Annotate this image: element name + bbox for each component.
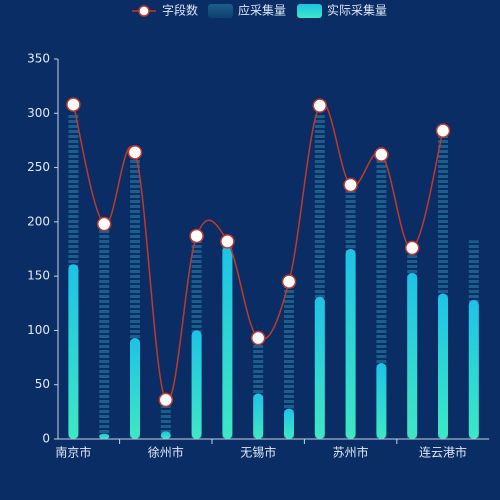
x-tick-label: 苏州市 (333, 445, 369, 460)
line-point (189, 228, 204, 244)
actual-bar (376, 363, 387, 439)
actual-bar (130, 338, 140, 439)
legend-marker (138, 5, 150, 17)
legend-label: 应采集量 (238, 3, 286, 18)
legend-swatch (208, 4, 233, 18)
line-point (404, 240, 420, 256)
line-point (312, 98, 328, 113)
actual-bar (284, 408, 294, 439)
line-point (250, 330, 266, 346)
line-point (435, 123, 451, 138)
x-tick-label: 徐州市 (148, 445, 184, 460)
y-tick-label: 250 (27, 160, 50, 174)
line-point (96, 216, 112, 232)
actual-bar (468, 300, 479, 439)
line-point (127, 145, 143, 160)
planned-bar (160, 406, 171, 439)
y-tick-label: 150 (27, 269, 50, 283)
planned-bar (376, 158, 387, 439)
line-point (220, 234, 235, 249)
y-tick-label: 100 (27, 323, 50, 337)
line-point (66, 97, 81, 112)
line-point (281, 274, 297, 289)
x-tick-label: 连云港市 (419, 445, 467, 460)
planned-bar (253, 341, 264, 439)
actual-bar (407, 272, 418, 439)
actual-bar (160, 431, 171, 439)
actual-bar (314, 296, 325, 439)
line-point (374, 147, 389, 162)
actual-bar (438, 293, 448, 439)
planned-bar (438, 135, 448, 439)
planned-bar (130, 156, 140, 439)
actual-bar (99, 433, 110, 439)
line-point (343, 177, 358, 193)
planned-bar (314, 113, 325, 440)
line-point (158, 392, 174, 408)
actual-bar (253, 393, 264, 439)
y-tick-label: 300 (27, 106, 50, 120)
legend-label: 字段数 (162, 3, 198, 18)
actual-bar (191, 330, 202, 439)
x-tick-label: 南京市 (55, 445, 91, 460)
planned-bar (99, 227, 110, 439)
actual-bar (68, 264, 79, 439)
x-tick-label: 无锡市 (240, 445, 276, 460)
actual-bar (222, 245, 233, 439)
legend-swatch (297, 4, 322, 18)
y-tick-label: 350 (27, 52, 50, 66)
y-tick-label: 200 (27, 214, 50, 228)
actual-bar (345, 249, 356, 439)
y-tick-label: 50 (35, 377, 50, 391)
legend-label: 实际采集量 (327, 3, 387, 18)
planned-bar (284, 287, 294, 439)
y-tick-label: 0 (42, 432, 50, 446)
